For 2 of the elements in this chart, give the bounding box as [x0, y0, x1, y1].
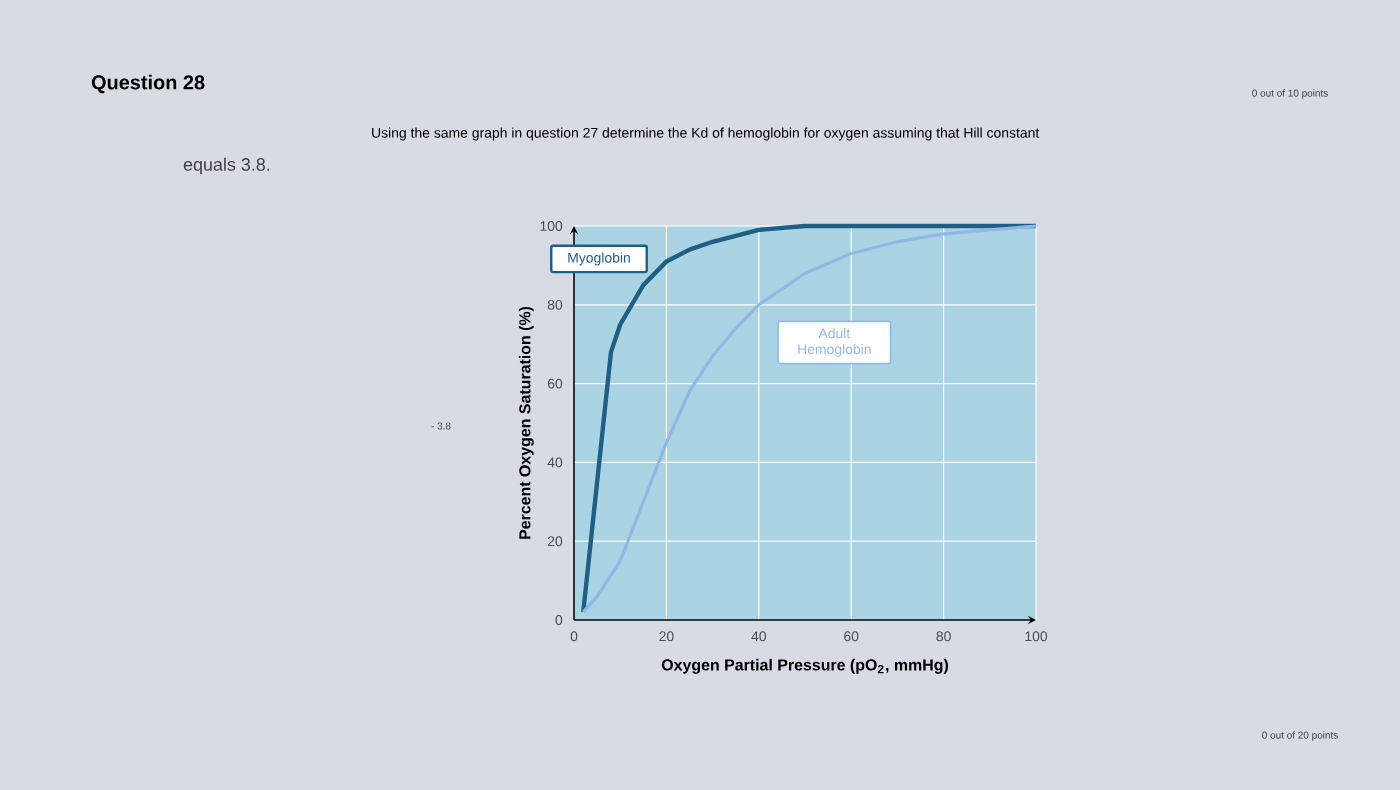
text: Question 28: [91, 74, 205, 94]
text: equals 3.8.: [183, 157, 270, 175]
